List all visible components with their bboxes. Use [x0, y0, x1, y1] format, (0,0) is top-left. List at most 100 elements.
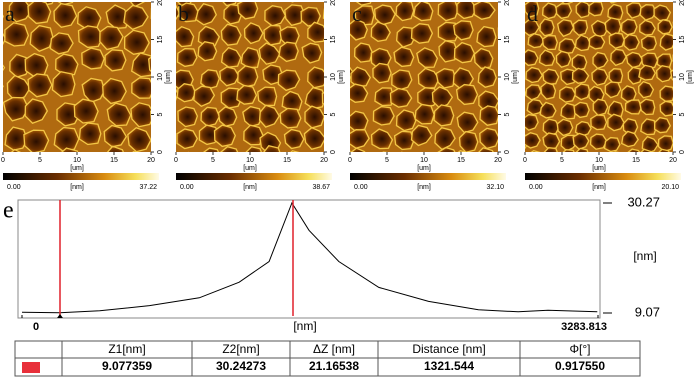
x-tick-label: 20: [494, 157, 502, 164]
grain: [155, 43, 175, 64]
grain: [543, 36, 558, 50]
table-header: Distance [nm]: [412, 342, 485, 356]
grain: [438, 148, 457, 167]
grain: [577, 0, 592, 2]
grain: [575, 84, 590, 100]
grain: [673, 51, 688, 66]
grain: [589, 2, 603, 16]
grain: [676, 117, 692, 132]
grain: [592, 69, 608, 86]
grain: [322, 89, 343, 108]
colorbar: [176, 173, 332, 180]
grain: [676, 83, 692, 98]
y-tick-label: 15: [157, 36, 164, 44]
grain: [326, 131, 347, 151]
y-tick-label: 0: [679, 150, 686, 154]
table-cell: 21.16538: [309, 359, 359, 373]
grain: [625, 100, 641, 114]
table-header: Z2[nm]: [222, 342, 259, 356]
grain: [285, 0, 305, 2]
y-tick-label: 10: [157, 73, 164, 81]
scale-unit: [nm]: [417, 184, 431, 191]
y-tick-label: 20: [504, 0, 511, 6]
y-tick-label: 5: [330, 112, 337, 116]
grain: [574, 102, 589, 117]
grain: [659, 136, 674, 152]
grain: [573, 20, 587, 35]
scale-max: 20.10: [661, 184, 679, 191]
grain: [105, 50, 126, 71]
y-axis-label: [nm]: [633, 249, 656, 263]
grain: [438, 1, 458, 21]
grain: [373, 63, 391, 82]
y-tick-label: 0: [157, 150, 164, 154]
scale-unit: [nm]: [243, 184, 257, 191]
x-tick-label: 15: [110, 157, 118, 164]
grain: [609, 33, 624, 48]
grain: [412, 24, 433, 44]
grain: [673, 19, 689, 34]
x-tick-label: 20: [669, 157, 677, 164]
y-tick-label: 10: [330, 73, 337, 81]
grain: [510, 52, 525, 69]
grain: [540, 19, 554, 36]
x-tick-label: 15: [457, 157, 465, 164]
grain: [460, 132, 478, 153]
grain: [658, 20, 672, 34]
grain: [610, 152, 624, 167]
y-axis-label: [um]: [338, 70, 345, 84]
grain: [655, 118, 671, 133]
grain: [509, 103, 524, 118]
colorbar: [350, 173, 506, 180]
y-tick-label: 0: [504, 150, 511, 154]
grain: [502, 127, 519, 147]
grain: [621, 86, 636, 102]
y-tick-label: 10: [679, 73, 686, 81]
grain: [258, 87, 277, 105]
grain: [395, 152, 415, 173]
grain: [215, 125, 236, 146]
y-axis-label: [um]: [687, 70, 694, 84]
grain: [330, 109, 350, 131]
table-cell: 0.917550: [555, 359, 605, 373]
grain: [263, 0, 283, 2]
y-tick-label: 5: [504, 112, 511, 116]
grain: [329, 48, 348, 66]
x-tick-label: 10: [595, 157, 603, 164]
y-tick-label: 20: [679, 0, 686, 6]
x-tick-label: 5: [560, 157, 564, 164]
grain: [503, 156, 522, 174]
grain: [280, 108, 301, 128]
grain: [557, 119, 573, 135]
x-tick-label: 0: [174, 157, 178, 164]
grain: [0, 123, 2, 146]
y-tick-label: 20: [157, 0, 164, 6]
y-tick-label: 30.27: [627, 194, 660, 209]
y-tick-label: 10: [504, 73, 511, 81]
panel-label: b: [178, 1, 189, 26]
grain: [524, 133, 540, 148]
grain: [642, 36, 657, 50]
grain: [328, 87, 348, 105]
grain: [624, 35, 639, 51]
table-header: Φ[°]: [569, 342, 590, 356]
table-header: Z1[nm]: [108, 342, 145, 356]
grain: [621, 19, 637, 35]
x-axis-label: [nm]: [293, 319, 316, 333]
x-tick-label: 20: [147, 157, 155, 164]
grain: [511, 19, 526, 34]
colorbar: [3, 173, 159, 180]
y-tick-label: 15: [330, 36, 337, 44]
x-tick-label: 5: [38, 157, 42, 164]
x-tick-label: 5: [211, 157, 215, 164]
scale-unit: [nm]: [592, 184, 606, 191]
x-tick-label: 0: [33, 321, 39, 333]
grain: [396, 1, 414, 21]
y-tick-label: 20: [330, 0, 337, 6]
grain: [556, 51, 570, 67]
grain: [660, 86, 675, 101]
x-axis-label: [um]: [417, 165, 431, 172]
table-header: ΔZ [nm]: [313, 342, 355, 356]
grain: [395, 131, 414, 149]
grain: [605, 138, 620, 152]
